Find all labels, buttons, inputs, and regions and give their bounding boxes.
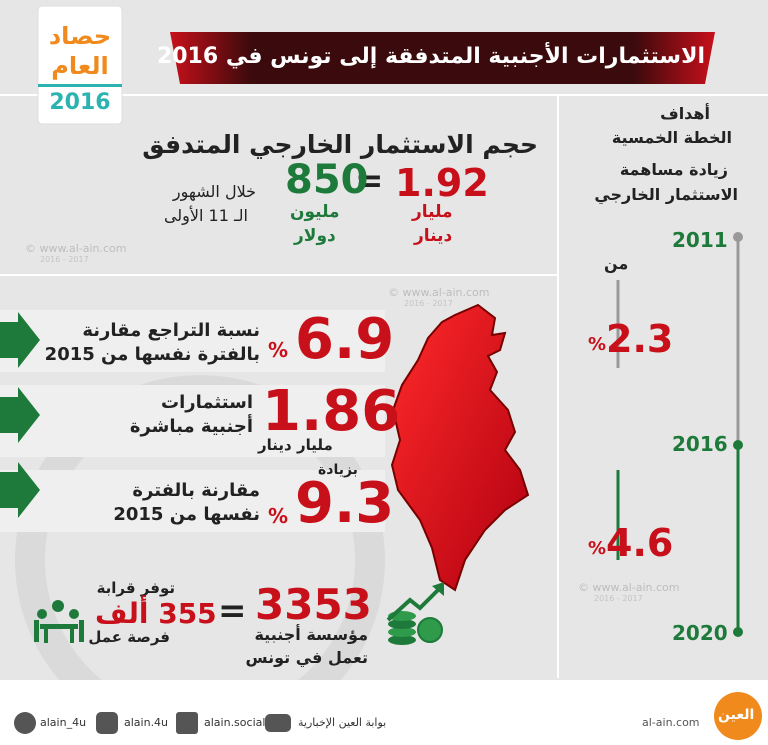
goals-heading: الاستثمار الخارجي — [594, 185, 738, 204]
goal-unit: % — [588, 334, 607, 355]
badge-rule — [38, 84, 122, 87]
stat-text: نسبة التراجع مقارنة — [82, 320, 260, 341]
stat-band — [0, 385, 385, 457]
badge-year: 2016 — [49, 90, 111, 115]
stat-value: 6.9 — [295, 307, 395, 372]
stat-text: نفسها من 2015 — [113, 504, 260, 525]
watermark: © www.al-ain.com — [388, 286, 490, 299]
badge-line: العام — [51, 52, 109, 80]
stat-text: بالفترة نفسها من 2015 — [44, 344, 260, 365]
stat-unit: مليار دينار — [258, 436, 333, 454]
stat-band — [0, 310, 385, 372]
goals-heading: الخطة الخمسية — [611, 128, 732, 147]
logo-text: العين — [718, 707, 755, 723]
stat-value: 1.86 — [262, 379, 401, 444]
stat-prefix: بزيادة — [318, 462, 358, 478]
section-heading: حجم الاستثمار الخارجي المتدفق — [142, 130, 538, 159]
youtube-icon[interactable] — [265, 714, 291, 732]
stat-unit: % — [268, 504, 289, 528]
goal-value: 2.3 — [606, 317, 674, 361]
unit: مليون — [290, 202, 340, 222]
facebook-handle[interactable]: alain.social — [204, 716, 266, 729]
goals-heading: أهداف — [660, 104, 710, 123]
watermark: 2016 - 2017 — [40, 255, 89, 264]
year-label: 2016 — [672, 432, 728, 456]
arrow — [0, 387, 40, 443]
instagram-icon[interactable] — [96, 712, 118, 734]
period: خلال الشهور — [172, 182, 256, 201]
unit: مليار — [412, 202, 453, 222]
timeline-dot — [733, 440, 743, 450]
companies-value: 3353 — [255, 580, 372, 629]
social-icons — [14, 712, 291, 734]
watermark: 2016 - 2017 — [594, 594, 643, 603]
logo — [714, 692, 762, 740]
stat-value: 9.3 — [295, 471, 395, 536]
coins-icon — [386, 582, 444, 645]
footer — [0, 680, 768, 745]
facebook-icon[interactable] — [176, 712, 198, 734]
companies-text: تعمل في تونس — [245, 648, 368, 667]
instagram-handle[interactable]: alain.4u — [124, 716, 169, 729]
jobs-text: فرصة عمل — [88, 628, 170, 646]
badge-line: حصاد — [48, 22, 112, 50]
twitter-handle[interactable]: alain_4u — [40, 716, 87, 729]
equals: = — [218, 591, 247, 631]
arrow — [0, 312, 40, 368]
year-label: 2020 — [672, 621, 728, 645]
tunisia-map — [390, 303, 530, 592]
arrow — [0, 462, 40, 518]
timeline-dot — [733, 627, 743, 637]
stat-text: أجنبية مباشرة — [129, 416, 253, 437]
from-label: من — [604, 254, 629, 273]
jobs-value: 355 ألف — [95, 597, 217, 630]
unit: دينار — [414, 226, 453, 246]
stat-text: مقارنة بالفترة — [132, 480, 260, 501]
goal-unit: % — [588, 538, 607, 559]
twitter-icon[interactable] — [14, 712, 36, 734]
badge — [37, 5, 123, 125]
equals: = — [355, 161, 384, 201]
watermark: 2016 - 2017 — [404, 299, 453, 308]
title-banner — [170, 32, 715, 84]
watermark: © www.al-ain.com — [25, 242, 127, 255]
website[interactable]: al-ain.com — [642, 716, 700, 729]
watermark: © www.al-ain.com — [578, 581, 680, 594]
companies-text: مؤسسة أجنبية — [254, 625, 368, 644]
stat-text: استثمارات — [160, 392, 253, 413]
people-icon — [34, 600, 84, 643]
goal-value: 4.6 — [606, 521, 674, 565]
jobs-text: توفر قرابة — [96, 579, 175, 597]
period: الـ 11 الأولى — [163, 206, 248, 225]
stat-band — [0, 470, 385, 532]
stat-unit: % — [268, 338, 289, 362]
timeline-dot — [733, 232, 743, 242]
youtube-channel[interactable]: بوابة العين الإخبارية — [298, 716, 387, 729]
goals-heading: زيادة مساهمة — [619, 160, 728, 179]
unit: دولار — [294, 226, 336, 246]
big-number: 850 — [285, 157, 369, 203]
title: الاستثمارات الأجنبية المتدفقة إلى تونس ف… — [156, 44, 705, 69]
year-label: 2011 — [672, 228, 728, 252]
big-number: 1.92 — [395, 161, 489, 205]
